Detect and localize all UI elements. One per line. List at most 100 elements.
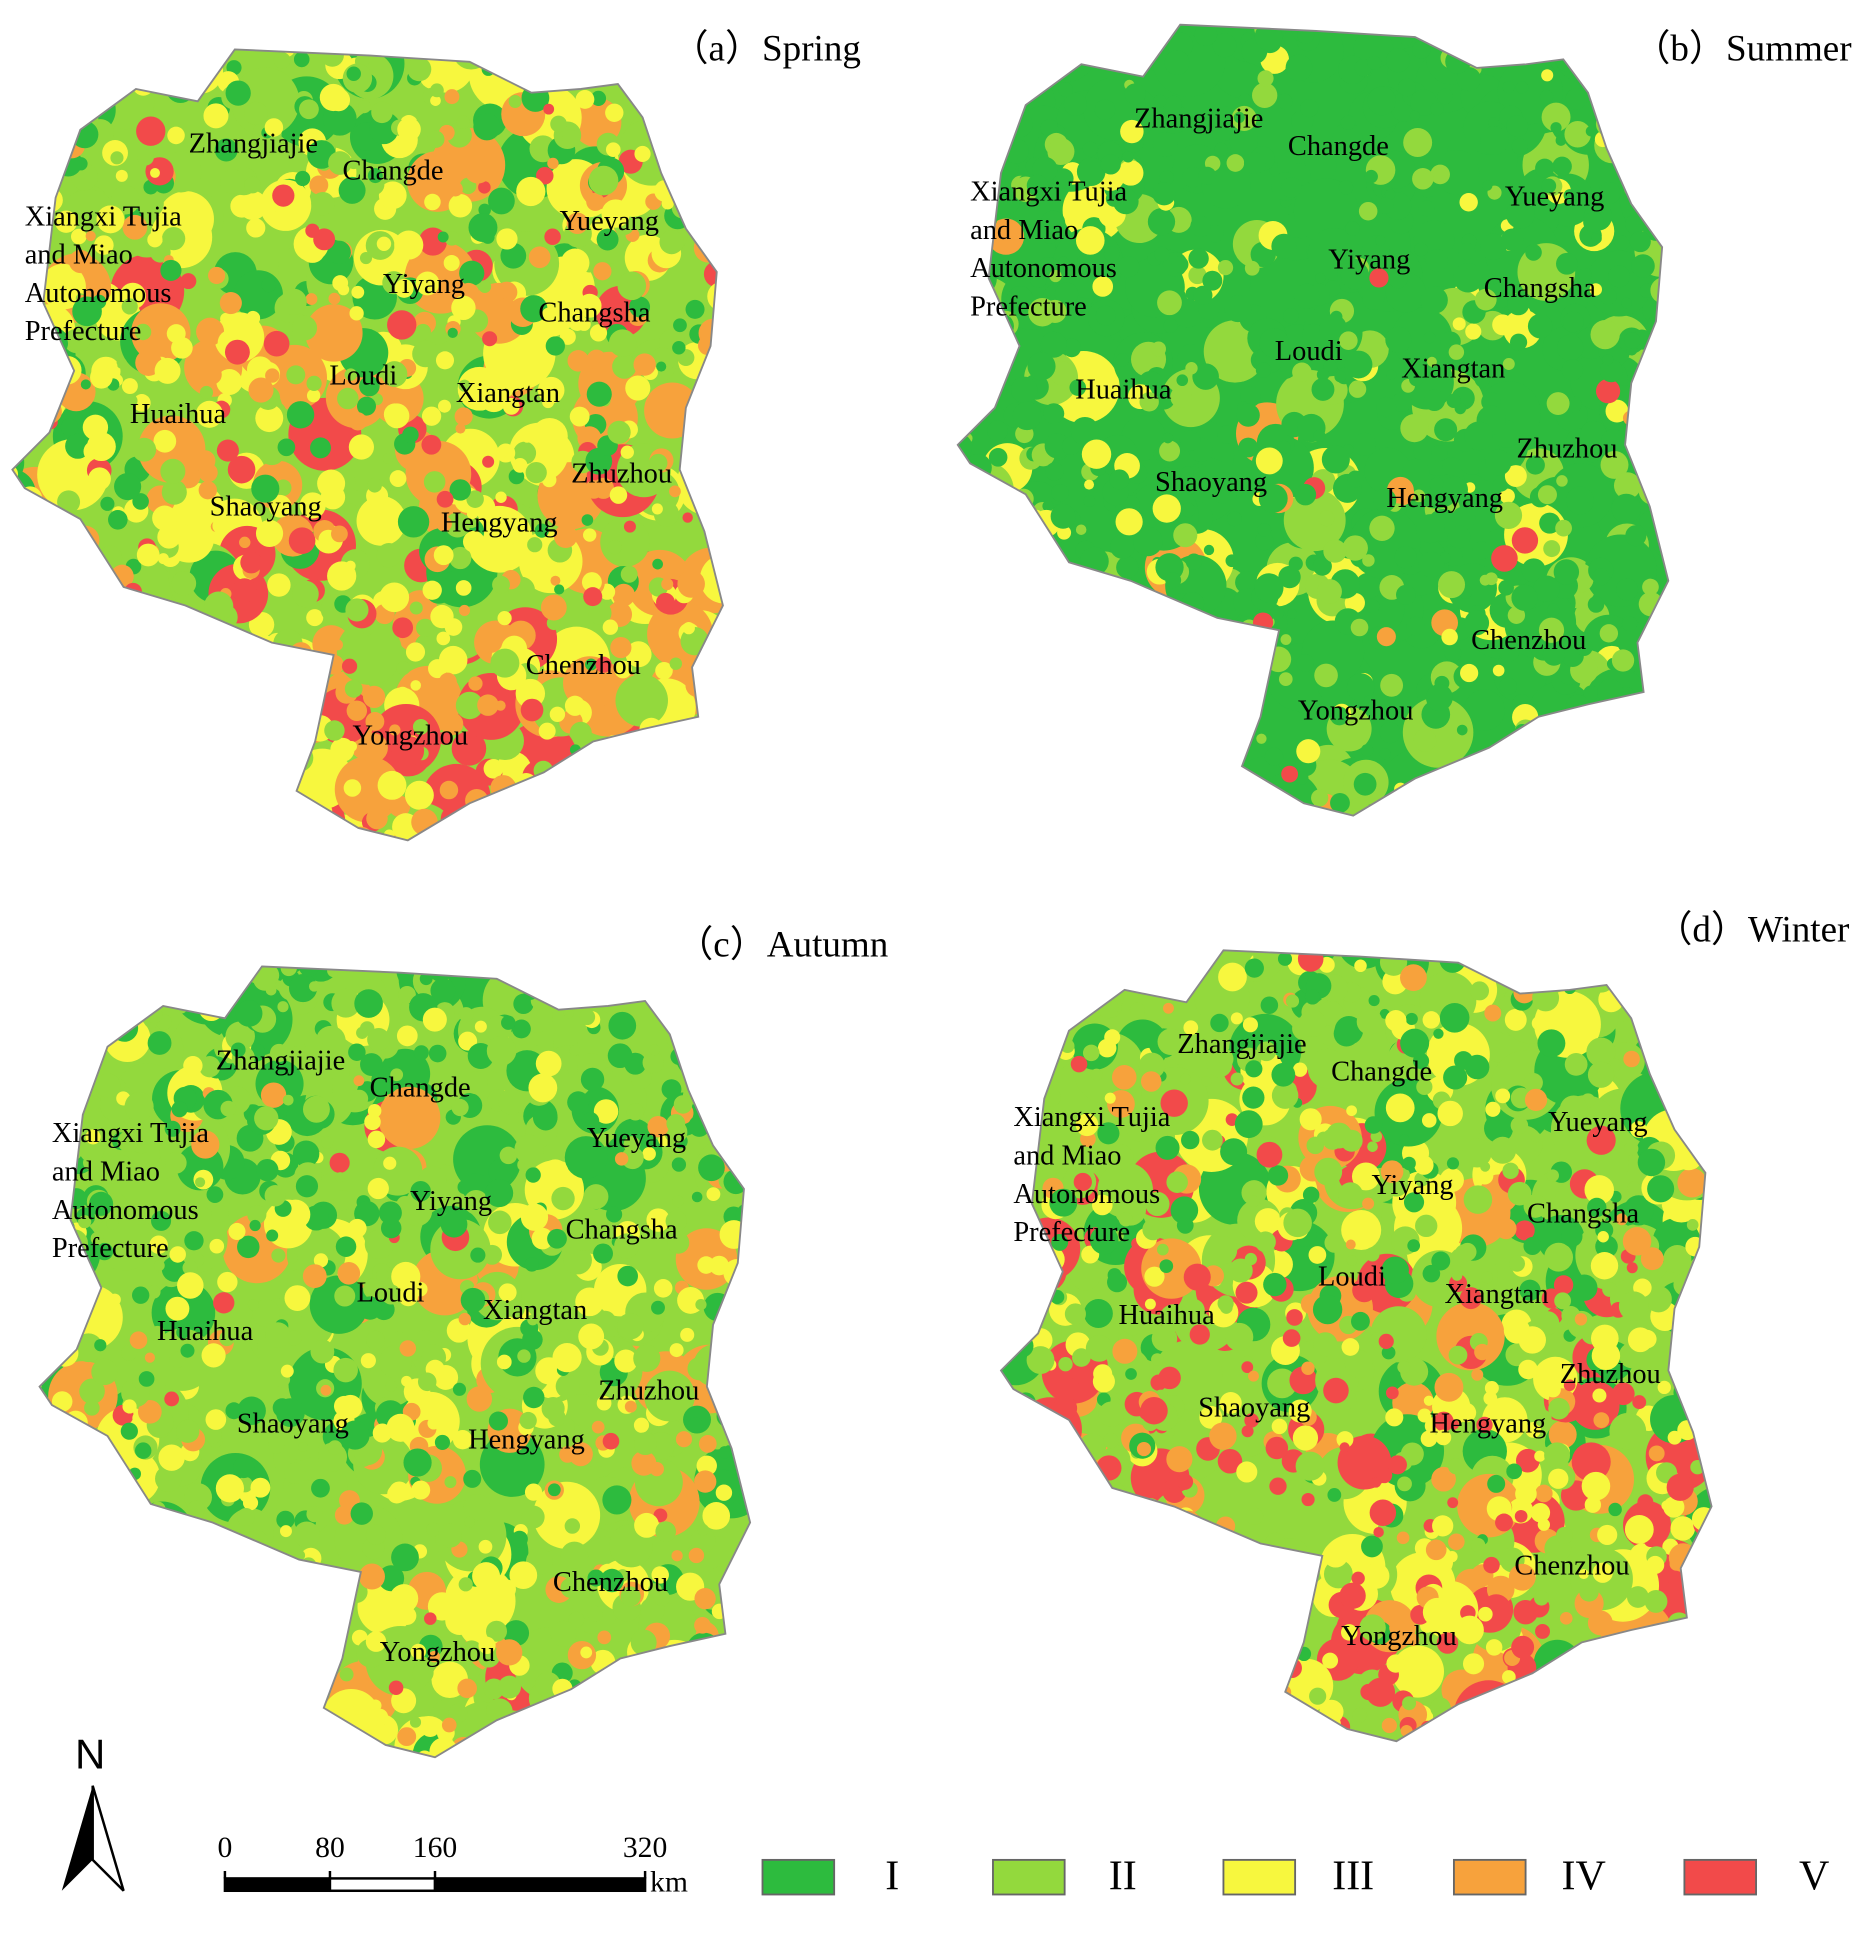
map-patch bbox=[35, 519, 67, 551]
map-patch bbox=[569, 1222, 598, 1252]
map-patch bbox=[625, 641, 652, 668]
city-label: Shaoyang bbox=[237, 1409, 349, 1440]
map-patch bbox=[688, 739, 712, 764]
map-patch bbox=[452, 49, 467, 56]
map-patch bbox=[335, 1702, 356, 1723]
map-patch bbox=[0, 719, 10, 733]
map-patch bbox=[343, 779, 362, 797]
map-patch bbox=[82, 88, 107, 113]
map-patch bbox=[1400, 413, 1429, 443]
map-patch bbox=[86, 988, 134, 1036]
map-patch bbox=[1012, 1296, 1024, 1308]
map-patch bbox=[1587, 35, 1623, 72]
map-patch bbox=[1509, 333, 1528, 351]
map-patch bbox=[1368, 995, 1380, 1007]
map-patch bbox=[136, 1713, 157, 1734]
map-patch bbox=[656, 592, 675, 612]
map-patch bbox=[435, 351, 455, 370]
map-patch bbox=[313, 1253, 329, 1268]
map-patch bbox=[1241, 1180, 1267, 1206]
map-patch bbox=[1112, 1338, 1138, 1364]
map-patch bbox=[1386, 369, 1397, 380]
map-patch bbox=[1137, 5, 1153, 21]
map-patch bbox=[28, 508, 48, 528]
map-patch bbox=[1531, 1016, 1547, 1031]
map-patch bbox=[1000, 1565, 1013, 1580]
map-patch bbox=[735, 988, 751, 1011]
map-patch bbox=[88, 1660, 100, 1672]
map-patch bbox=[1455, 1615, 1484, 1645]
map-patch bbox=[130, 1203, 153, 1226]
map-patch bbox=[1624, 332, 1641, 349]
map-patch bbox=[78, 750, 103, 775]
map-patch bbox=[202, 364, 222, 385]
map-patch bbox=[740, 1459, 751, 1477]
map-patch bbox=[116, 358, 128, 369]
map-patch bbox=[1466, 748, 1529, 811]
map-patch bbox=[1118, 1212, 1133, 1227]
map-patch bbox=[1104, 1092, 1116, 1104]
map-patch bbox=[398, 1286, 419, 1307]
map-patch bbox=[1350, 618, 1369, 637]
map-patch bbox=[1259, 328, 1289, 358]
map-patch bbox=[1678, 1066, 1708, 1096]
map-patch bbox=[1645, 1285, 1672, 1313]
map-patch bbox=[1319, 314, 1347, 343]
map-patch bbox=[206, 1186, 224, 1203]
map-patch bbox=[233, 1742, 254, 1758]
map-patch bbox=[1075, 1626, 1146, 1697]
map-patch bbox=[124, 394, 138, 408]
map-patch bbox=[1544, 1242, 1574, 1272]
map-patch bbox=[149, 1325, 166, 1342]
map-patch bbox=[402, 1196, 433, 1227]
map-patch bbox=[609, 1689, 628, 1708]
map-patch bbox=[67, 1547, 91, 1571]
map-patch bbox=[1180, 1073, 1192, 1085]
legend-label: III bbox=[1332, 1853, 1374, 1899]
map-patch bbox=[182, 705, 204, 727]
map-patch bbox=[709, 1255, 729, 1276]
map-patch bbox=[1304, 989, 1321, 1005]
map-patch bbox=[479, 537, 498, 556]
map-patch bbox=[1314, 1157, 1343, 1186]
map-patch bbox=[12, 75, 32, 99]
map-patch bbox=[261, 655, 292, 686]
map-patch bbox=[1352, 1707, 1368, 1723]
map-patch bbox=[12, 667, 27, 687]
map-patch bbox=[560, 1541, 589, 1569]
map-patch bbox=[1051, 483, 1069, 502]
map-patch bbox=[412, 340, 439, 368]
map-patch bbox=[488, 1210, 512, 1235]
map-patch bbox=[394, 278, 414, 298]
map-patch bbox=[144, 966, 171, 982]
map-patch bbox=[19, 371, 33, 385]
map-patch bbox=[204, 1425, 223, 1444]
map-patch bbox=[116, 1673, 174, 1731]
map-patch bbox=[219, 1330, 235, 1347]
map-patch bbox=[1156, 759, 1184, 787]
map-patch bbox=[544, 228, 561, 245]
map-patch bbox=[667, 107, 689, 129]
map-patch bbox=[414, 966, 441, 975]
map-patch bbox=[940, 288, 957, 305]
map-patch bbox=[642, 1147, 656, 1161]
map-patch bbox=[304, 1034, 323, 1053]
map-patch bbox=[1474, 288, 1497, 311]
map-patch bbox=[421, 1398, 439, 1416]
map-patch bbox=[1000, 1463, 1016, 1498]
map-patch bbox=[1433, 24, 1479, 54]
city-label: and Miao bbox=[25, 240, 133, 271]
map-patch bbox=[1089, 1225, 1119, 1255]
city-label: Autonomous bbox=[1013, 1179, 1160, 1210]
map-patch bbox=[1705, 1045, 1712, 1066]
map-patch bbox=[1624, 1515, 1654, 1544]
map-patch bbox=[646, 1208, 670, 1232]
map-patch bbox=[1312, 556, 1332, 576]
map-patch bbox=[1715, 1583, 1737, 1605]
map-patch bbox=[1506, 200, 1535, 229]
map-patch bbox=[1369, 268, 1389, 288]
map-patch bbox=[300, 810, 322, 832]
map-patch bbox=[562, 1716, 592, 1746]
map-patch bbox=[1685, 1236, 1705, 1257]
map-patch bbox=[677, 162, 698, 182]
